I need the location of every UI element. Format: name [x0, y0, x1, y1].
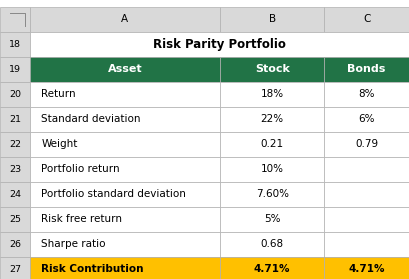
Text: Risk Parity Portfolio: Risk Parity Portfolio — [153, 38, 286, 51]
Text: Sharpe ratio: Sharpe ratio — [41, 239, 106, 249]
Bar — [30, 57, 220, 82]
Text: 21: 21 — [9, 115, 21, 124]
Text: 4.71%: 4.71% — [254, 264, 290, 274]
Bar — [220, 7, 324, 32]
Bar — [0, 7, 30, 32]
Bar — [30, 107, 220, 132]
Bar — [324, 157, 409, 182]
Text: 4.71%: 4.71% — [348, 264, 385, 274]
Bar — [0, 257, 30, 279]
Text: 22%: 22% — [261, 114, 284, 124]
Text: 18%: 18% — [261, 89, 284, 99]
Text: 25: 25 — [9, 215, 21, 224]
Text: 24: 24 — [9, 190, 21, 199]
Bar — [220, 82, 324, 107]
Bar — [324, 57, 409, 82]
Bar — [324, 7, 409, 32]
Text: Portfolio standard deviation: Portfolio standard deviation — [41, 189, 186, 199]
Bar — [30, 7, 220, 32]
Text: 10%: 10% — [261, 164, 284, 174]
Text: 23: 23 — [9, 165, 21, 174]
Text: 22: 22 — [9, 140, 21, 149]
Bar — [0, 157, 30, 182]
Bar — [220, 57, 324, 82]
Text: 7.60%: 7.60% — [256, 189, 289, 199]
Text: Weight: Weight — [41, 139, 78, 149]
Bar — [324, 132, 409, 157]
Bar — [220, 232, 324, 257]
Text: 0.21: 0.21 — [261, 139, 284, 149]
Text: A: A — [121, 15, 128, 25]
Text: 8%: 8% — [358, 89, 375, 99]
Text: 26: 26 — [9, 240, 21, 249]
Text: 19: 19 — [9, 65, 21, 74]
Text: 5%: 5% — [264, 214, 281, 224]
Bar — [0, 232, 30, 257]
Text: Bonds: Bonds — [348, 64, 386, 74]
Text: Stock: Stock — [255, 64, 290, 74]
Text: Asset: Asset — [108, 64, 142, 74]
Bar — [220, 132, 324, 157]
Bar — [30, 257, 220, 279]
Text: B: B — [269, 15, 276, 25]
Text: Risk Contribution: Risk Contribution — [41, 264, 144, 274]
Bar — [30, 32, 409, 57]
Bar — [0, 132, 30, 157]
Bar — [0, 82, 30, 107]
Bar — [0, 107, 30, 132]
Text: Return: Return — [41, 89, 76, 99]
Bar — [30, 207, 220, 232]
Bar — [220, 207, 324, 232]
Text: 0.79: 0.79 — [355, 139, 378, 149]
Bar — [324, 207, 409, 232]
Bar — [324, 107, 409, 132]
Bar — [0, 207, 30, 232]
Bar — [0, 57, 30, 82]
Bar — [324, 232, 409, 257]
Bar — [30, 132, 220, 157]
Text: Portfolio return: Portfolio return — [41, 164, 120, 174]
Bar — [220, 157, 324, 182]
Text: 6%: 6% — [358, 114, 375, 124]
Text: Standard deviation: Standard deviation — [41, 114, 141, 124]
Text: 0.68: 0.68 — [261, 239, 284, 249]
Text: 18: 18 — [9, 40, 21, 49]
Text: 20: 20 — [9, 90, 21, 99]
Bar — [30, 82, 220, 107]
Bar — [324, 82, 409, 107]
Bar — [0, 32, 30, 57]
Bar — [220, 257, 324, 279]
Bar — [30, 232, 220, 257]
Text: C: C — [363, 15, 371, 25]
Bar — [0, 182, 30, 207]
Bar — [30, 182, 220, 207]
Bar — [324, 257, 409, 279]
Text: Risk free return: Risk free return — [41, 214, 122, 224]
Bar — [30, 157, 220, 182]
Text: 27: 27 — [9, 265, 21, 274]
Bar — [220, 107, 324, 132]
Bar — [324, 182, 409, 207]
Bar — [220, 182, 324, 207]
